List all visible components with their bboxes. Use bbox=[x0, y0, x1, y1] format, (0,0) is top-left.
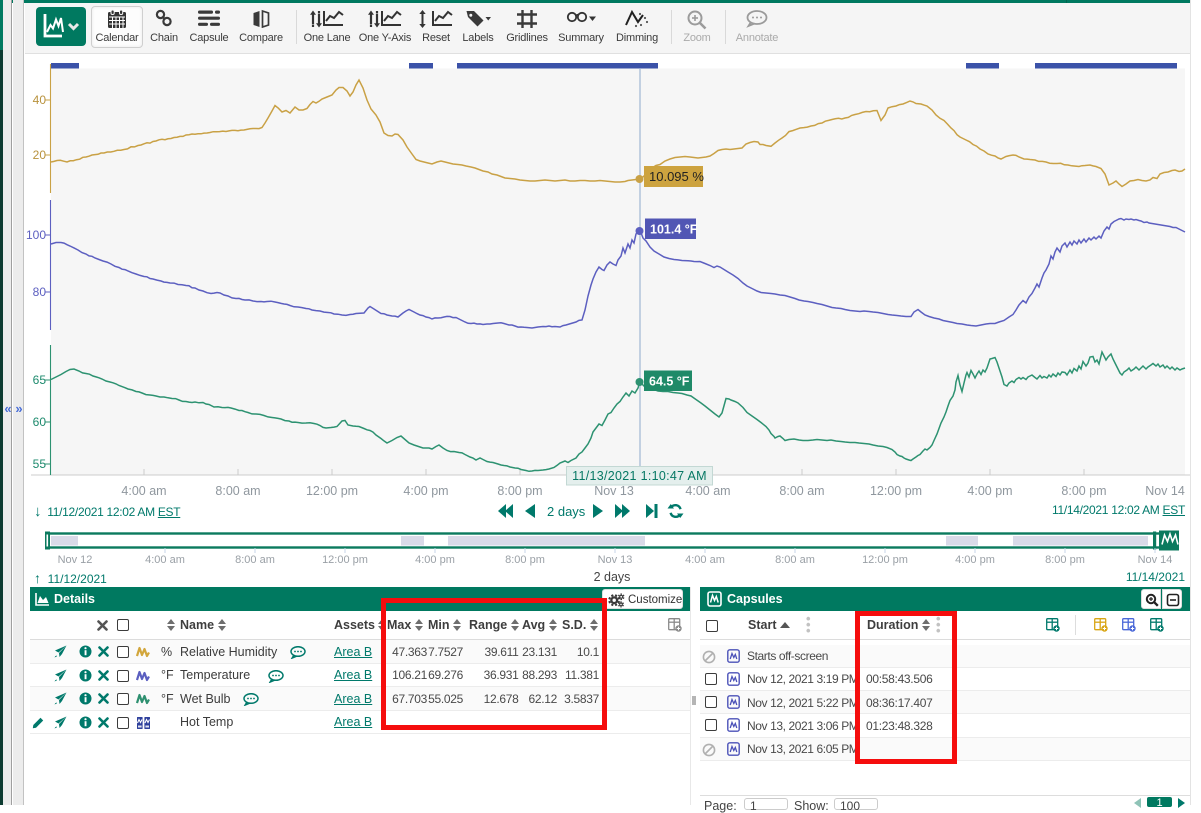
svg-text:Nov 14: Nov 14 bbox=[1145, 484, 1185, 498]
svg-text:4:00 am: 4:00 am bbox=[145, 554, 185, 566]
svg-text:Nov 13: Nov 13 bbox=[598, 554, 633, 566]
svg-text:4:00 pm: 4:00 pm bbox=[967, 484, 1012, 498]
svg-text:8:00 pm: 8:00 pm bbox=[1045, 554, 1085, 566]
svg-text:4:00 am: 4:00 am bbox=[685, 484, 730, 498]
svg-text:8:00 am: 8:00 am bbox=[775, 554, 815, 566]
svg-text:11/13/2021 1:10:47 AM: 11/13/2021 1:10:47 AM bbox=[572, 469, 707, 483]
svg-text:Nov 14: Nov 14 bbox=[1138, 554, 1173, 566]
svg-text:4:00 am: 4:00 am bbox=[685, 554, 725, 566]
svg-text:Nov 12: Nov 12 bbox=[58, 554, 93, 566]
svg-text:8:00 am: 8:00 am bbox=[215, 484, 260, 498]
svg-text:4:00 pm: 4:00 pm bbox=[415, 554, 455, 566]
svg-text:8:00 pm: 8:00 pm bbox=[505, 554, 545, 566]
svg-text:4:00 am: 4:00 am bbox=[121, 484, 166, 498]
svg-text:8:00 am: 8:00 am bbox=[235, 554, 275, 566]
svg-text:40: 40 bbox=[33, 93, 47, 107]
svg-text:12:00 pm: 12:00 pm bbox=[306, 484, 358, 498]
svg-text:8:00 am: 8:00 am bbox=[779, 484, 824, 498]
svg-text:2 days: 2 days bbox=[547, 504, 586, 519]
svg-text:12:00 pm: 12:00 pm bbox=[862, 554, 908, 566]
svg-text:Nov 13: Nov 13 bbox=[594, 484, 634, 498]
svg-text:64.5 °F: 64.5 °F bbox=[649, 375, 690, 389]
svg-text:55: 55 bbox=[33, 457, 47, 471]
svg-text:100: 100 bbox=[26, 228, 46, 242]
svg-text:12:00 pm: 12:00 pm bbox=[322, 554, 368, 566]
svg-text:8:00 pm: 8:00 pm bbox=[497, 484, 542, 498]
svg-text:80: 80 bbox=[33, 285, 47, 299]
svg-text:101.4 °F: 101.4 °F bbox=[650, 223, 698, 237]
svg-text:4:00 pm: 4:00 pm bbox=[403, 484, 448, 498]
svg-text:60: 60 bbox=[33, 415, 47, 429]
svg-text:65: 65 bbox=[33, 373, 47, 387]
svg-text:10.095 %: 10.095 % bbox=[649, 169, 704, 184]
svg-text:20: 20 bbox=[33, 148, 47, 162]
svg-text:8:00 pm: 8:00 pm bbox=[1061, 484, 1106, 498]
svg-text:12:00 pm: 12:00 pm bbox=[870, 484, 922, 498]
svg-text:4:00 pm: 4:00 pm bbox=[955, 554, 995, 566]
